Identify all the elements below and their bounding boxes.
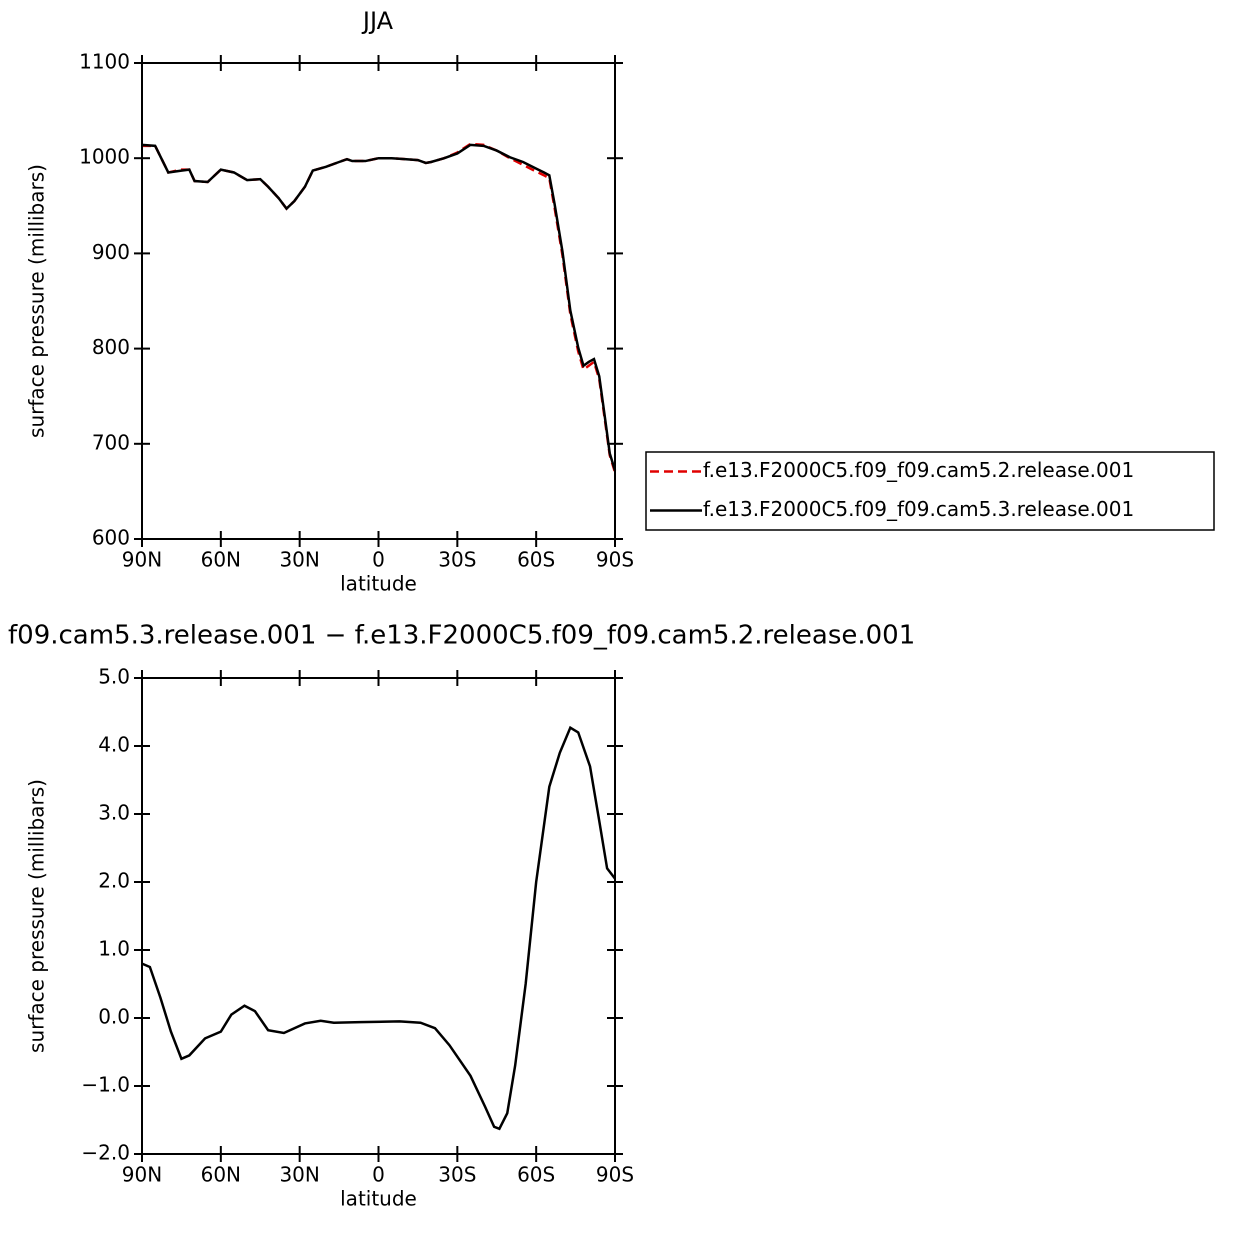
legend-label: f.e13.F2000C5.f09_f09.cam5.3.release.001 (703, 497, 1134, 521)
data-line (142, 142, 617, 473)
y-tick-label: 1100 (79, 50, 130, 74)
x-tick-label: 0 (372, 548, 385, 572)
x-tick-label: 60S (517, 1163, 555, 1187)
x-tick-label: 90N (122, 548, 162, 572)
x-axis-label: latitude (340, 1187, 417, 1211)
y-tick-label: 0.0 (98, 1005, 130, 1029)
y-tick-label: 2.0 (98, 869, 130, 893)
x-tick-label: 90S (596, 1163, 634, 1187)
y-tick-label: 1000 (79, 145, 130, 169)
x-tick-label: 0 (372, 1163, 385, 1187)
x-tick-label: 90N (122, 1163, 162, 1187)
data-line (141, 143, 617, 471)
y-tick-label: 700 (92, 430, 130, 454)
y-axis-label: surface pressure (millibars) (25, 164, 49, 438)
chart-title: JJA (361, 7, 394, 35)
y-tick-label: 800 (92, 335, 130, 359)
y-tick-label: 4.0 (98, 733, 130, 757)
y-tick-label: 5.0 (98, 665, 130, 689)
y-tick-label: 600 (92, 526, 130, 550)
x-tick-label: 60N (201, 1163, 241, 1187)
x-tick-label: 30S (438, 548, 476, 572)
x-tick-label: 30N (279, 548, 319, 572)
y-axis-label: surface pressure (millibars) (25, 779, 49, 1053)
x-tick-label: 60N (201, 548, 241, 572)
x-tick-label: 30S (438, 1163, 476, 1187)
chart-title: f09.cam5.3.release.001 − f.e13.F2000C5.f… (8, 621, 915, 651)
legend-label: f.e13.F2000C5.f09_f09.cam5.2.release.001 (703, 458, 1134, 482)
data-line (141, 725, 616, 1131)
x-tick-label: 30N (279, 1163, 319, 1187)
y-tick-label: −1.0 (81, 1073, 130, 1097)
y-tick-label: −2.0 (81, 1141, 130, 1165)
plot-frame (141, 677, 616, 1155)
y-tick-label: 3.0 (98, 801, 130, 825)
y-tick-label: 900 (92, 240, 130, 264)
legend-box (645, 451, 1215, 531)
x-axis-label: latitude (340, 572, 417, 596)
plot-frame (141, 62, 616, 540)
y-tick-label: 1.0 (98, 937, 130, 961)
x-tick-label: 90S (596, 548, 634, 572)
x-tick-label: 60S (517, 548, 555, 572)
